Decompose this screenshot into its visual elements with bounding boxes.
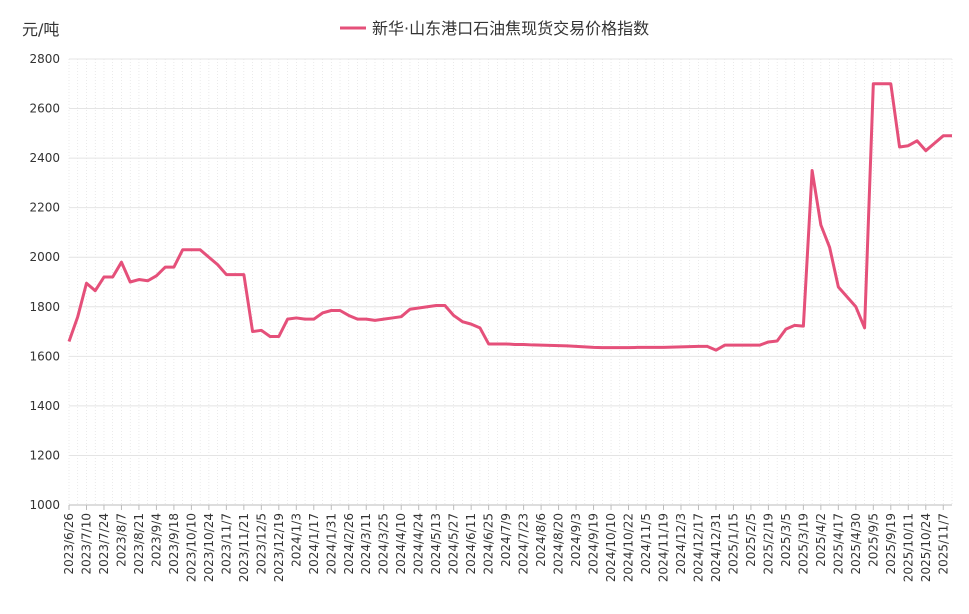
y-tick-label: 2200 xyxy=(29,201,60,215)
x-tick-label: 2024/9/3 xyxy=(569,513,583,567)
x-tick-label: 2023/7/10 xyxy=(79,513,93,575)
x-tick-label: 2023/6/26 xyxy=(62,513,76,575)
legend-label: 新华·山东港口石油焦现货交易价格指数 xyxy=(372,19,649,38)
x-tick-label: 2024/3/25 xyxy=(377,513,391,575)
x-tick-label: 2025/4/30 xyxy=(849,513,863,575)
x-tick-label: 2023/11/7 xyxy=(219,513,233,575)
x-tick-label: 2023/9/18 xyxy=(167,513,181,575)
x-tick-label: 2023/10/24 xyxy=(202,513,216,582)
x-tick-label: 2024/12/31 xyxy=(709,513,723,582)
x-tick-label: 2024/6/25 xyxy=(482,513,496,575)
x-tick-label: 2024/5/27 xyxy=(447,513,461,575)
x-tick-label: 2025/2/5 xyxy=(744,513,758,567)
x-tick-label: 2025/10/24 xyxy=(919,513,933,582)
x-tick-label: 2025/3/5 xyxy=(779,513,793,567)
x-tick-label: 2025/9/5 xyxy=(866,513,880,567)
x-tick-label: 2025/9/19 xyxy=(884,513,898,575)
x-tick-label: 2024/4/24 xyxy=(412,513,426,575)
y-tick-label: 1000 xyxy=(29,498,60,512)
x-tick-label: 2024/11/5 xyxy=(639,513,653,575)
y-tick-label: 2800 xyxy=(29,52,60,66)
x-tick-label: 2025/1/15 xyxy=(726,513,740,575)
x-tick-label: 2025/11/7 xyxy=(936,513,950,575)
x-tick-label: 2023/8/7 xyxy=(114,513,128,567)
y-tick-label: 1800 xyxy=(29,300,60,314)
x-tick-label: 2024/12/3 xyxy=(674,513,688,575)
x-tick-label: 2024/3/11 xyxy=(359,513,373,575)
x-tick-label: 2024/6/11 xyxy=(464,513,478,575)
x-tick-label: 2024/10/22 xyxy=(622,513,636,582)
y-tick-label: 2400 xyxy=(29,151,60,165)
x-tick-label: 2025/4/17 xyxy=(831,513,845,575)
y-tick-label: 1400 xyxy=(29,399,60,413)
x-tick-label: 2023/12/19 xyxy=(272,513,286,582)
x-tick-label: 2025/2/19 xyxy=(761,513,775,575)
x-tick-label: 2024/11/19 xyxy=(656,513,670,582)
x-tick-label: 2024/9/19 xyxy=(587,513,601,575)
x-tick-label: 2023/12/5 xyxy=(254,513,268,575)
x-tick-label: 2023/11/21 xyxy=(237,513,251,582)
x-tick-label: 2025/10/11 xyxy=(901,513,915,582)
data-line xyxy=(67,82,952,352)
y-axis-label: 元/吨 xyxy=(22,20,59,39)
x-tick-label: 2024/12/17 xyxy=(691,513,705,582)
x-tick-label: 2024/2/26 xyxy=(342,513,356,575)
x-tick-label: 2023/9/4 xyxy=(149,513,163,567)
x-tick-label: 2024/8/20 xyxy=(552,513,566,575)
x-tick-label: 2024/10/10 xyxy=(604,513,618,582)
y-tick-label: 2000 xyxy=(29,250,60,264)
y-tick-label: 1600 xyxy=(29,349,60,363)
x-tick-label: 2024/4/10 xyxy=(394,513,408,575)
x-tick-label: 2025/3/19 xyxy=(796,513,810,575)
y-tick-label: 2600 xyxy=(29,102,60,116)
x-tick-label: 2024/1/3 xyxy=(289,513,303,567)
x-tick-label: 2024/1/31 xyxy=(324,513,338,575)
x-tick-label: 2023/7/24 xyxy=(97,513,111,575)
x-tick-label: 2024/7/9 xyxy=(499,513,513,567)
x-tick-label: 2023/8/21 xyxy=(132,513,146,575)
y-tick-label: 1200 xyxy=(29,448,60,462)
x-tick-label: 2024/1/17 xyxy=(307,513,321,575)
x-tick-label: 2025/4/2 xyxy=(814,513,828,567)
x-tick-label: 2024/8/6 xyxy=(534,513,548,567)
x-tick-label: 2024/7/23 xyxy=(517,513,531,575)
x-tick-label: 2023/10/10 xyxy=(184,513,198,582)
x-tick-label: 2024/5/13 xyxy=(429,513,443,575)
